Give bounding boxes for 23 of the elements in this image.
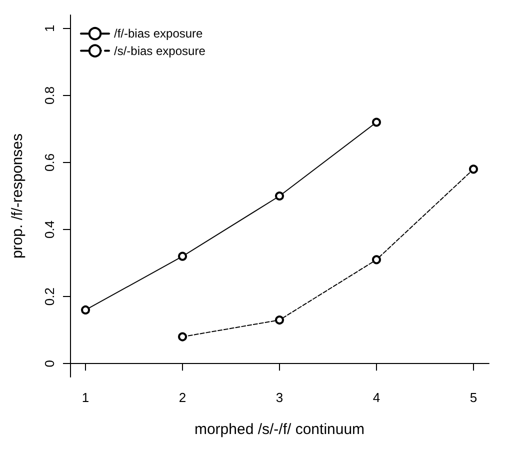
point	[178, 332, 188, 342]
x-tick-label: 4	[372, 390, 380, 405]
y-tick-label: 0.4	[42, 220, 57, 239]
x-tick-label: 2	[178, 390, 186, 405]
point	[468, 164, 478, 174]
y-tick-label: 0.8	[42, 86, 57, 104]
y-tick-label: 1	[42, 24, 57, 32]
legend-label: /s/-bias exposure	[114, 44, 206, 58]
point	[275, 192, 284, 200]
x-tick-label: 1	[82, 390, 90, 405]
x-tick-label: 3	[276, 390, 284, 405]
point	[372, 118, 381, 127]
point	[81, 305, 90, 314]
y-tick-label: 0	[42, 360, 57, 368]
x-tick-label: 5	[470, 390, 478, 405]
x-axis-title: morphed /s/-/f/ continuum	[194, 421, 365, 438]
y-tick-label: 0.2	[42, 288, 57, 306]
point	[275, 316, 284, 325]
point	[372, 255, 381, 264]
legend-label: /f/-bias exposure	[114, 26, 204, 41]
y-axis-title: prop. /f/-responses	[9, 133, 26, 259]
point	[178, 252, 188, 261]
y-tick-label: 0.6	[42, 153, 57, 172]
